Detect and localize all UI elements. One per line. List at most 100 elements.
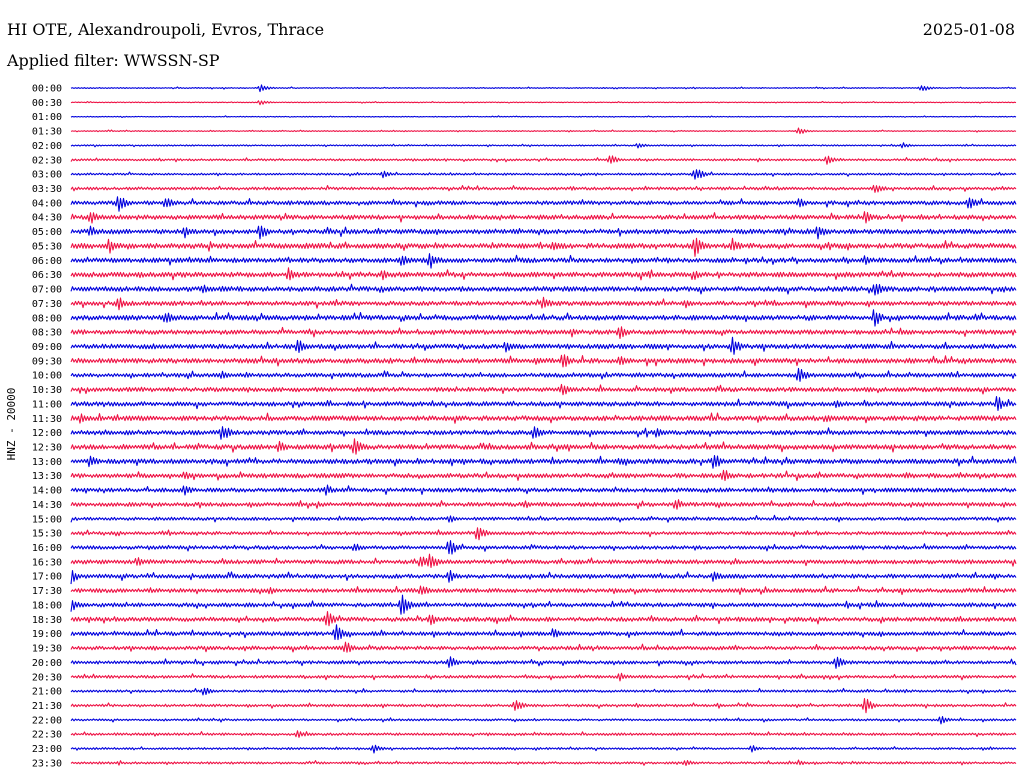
seismic-trace xyxy=(70,383,1017,396)
seismic-trace xyxy=(70,484,1017,496)
row-time-label: 10:30 xyxy=(32,385,62,396)
row-time-label: 22:00 xyxy=(32,715,62,726)
seismic-trace xyxy=(70,267,1017,281)
row-time-label: 03:30 xyxy=(32,184,62,195)
seismic-trace xyxy=(70,744,1017,754)
seismic-trace xyxy=(70,225,1017,240)
row-time-label: 18:30 xyxy=(32,615,62,626)
seismic-trace xyxy=(70,155,1017,165)
seismic-trace xyxy=(70,211,1017,224)
seismic-trace xyxy=(70,611,1017,627)
row-time-label: 20:00 xyxy=(32,658,62,669)
seismic-trace xyxy=(70,454,1017,469)
row-time-label: 07:30 xyxy=(32,299,62,310)
seismic-trace xyxy=(70,759,1017,766)
row-time-label: 13:30 xyxy=(32,471,62,482)
row-time-label: 06:00 xyxy=(32,256,62,267)
row-time-label: 09:00 xyxy=(32,342,62,353)
seismic-trace xyxy=(70,396,1017,411)
row-time-label: 16:30 xyxy=(32,557,62,568)
seismic-trace xyxy=(70,127,1017,135)
seismic-trace xyxy=(70,237,1017,257)
row-time-label: 21:30 xyxy=(32,701,62,712)
seismic-trace xyxy=(70,697,1017,714)
row-time-label: 02:00 xyxy=(32,141,62,152)
row-time-label: 10:00 xyxy=(32,371,62,382)
row-time-label: 15:30 xyxy=(32,529,62,540)
date-label: 2025-01-08 xyxy=(922,20,1015,39)
row-time-label: 13:00 xyxy=(32,457,62,468)
row-time-label: 18:00 xyxy=(32,600,62,611)
seismic-trace xyxy=(70,540,1017,555)
seismic-trace xyxy=(70,309,1017,327)
row-time-label: 15:00 xyxy=(32,514,62,525)
row-time-label: 12:30 xyxy=(32,443,62,454)
seismic-trace xyxy=(70,196,1017,212)
seismic-trace xyxy=(70,184,1017,193)
row-time-label: 14:30 xyxy=(32,500,62,511)
row-time-label: 17:00 xyxy=(32,572,62,583)
y-axis-label: HNZ - 20000 xyxy=(5,388,18,461)
seismic-trace xyxy=(70,527,1017,541)
seismic-trace xyxy=(70,687,1017,696)
seismic-trace xyxy=(70,426,1017,440)
seismic-trace xyxy=(70,469,1017,482)
seismic-trace xyxy=(70,514,1017,523)
seismic-trace xyxy=(70,169,1017,180)
station-title: HI OTE, Alexandroupoli, Evros, Thrace xyxy=(7,20,325,39)
row-time-label: 07:00 xyxy=(32,285,62,296)
seismic-trace xyxy=(70,438,1017,455)
row-time-label: 01:30 xyxy=(32,127,62,138)
row-time-label: 06:30 xyxy=(32,270,62,281)
row-time-label: 19:00 xyxy=(32,629,62,640)
seismic-trace xyxy=(70,367,1017,382)
row-time-label: 16:00 xyxy=(32,543,62,554)
row-time-label: 00:00 xyxy=(32,84,62,95)
row-time-label: 03:00 xyxy=(32,170,62,181)
seismic-trace xyxy=(70,570,1017,585)
row-time-label: 05:30 xyxy=(32,241,62,252)
row-time-label: 22:30 xyxy=(32,730,62,741)
row-time-label: 11:00 xyxy=(32,399,62,410)
row-time-label: 02:30 xyxy=(32,155,62,166)
seismic-trace xyxy=(70,283,1017,296)
seismic-trace xyxy=(70,115,1017,119)
row-time-label: 08:00 xyxy=(32,313,62,324)
row-time-label: 21:00 xyxy=(32,687,62,698)
row-time-label: 00:30 xyxy=(32,98,62,109)
row-time-label: 19:30 xyxy=(32,644,62,655)
row-time-label: 14:00 xyxy=(32,486,62,497)
row-time-label: 01:00 xyxy=(32,112,62,123)
row-time-label: 09:30 xyxy=(32,356,62,367)
row-time-label: 04:30 xyxy=(32,213,62,224)
row-time-label: 20:30 xyxy=(32,672,62,683)
seismic-trace xyxy=(70,672,1017,682)
seismic-trace xyxy=(70,730,1017,738)
seismic-trace xyxy=(70,253,1017,269)
row-time-label: 23:00 xyxy=(32,744,62,755)
seismic-trace xyxy=(70,553,1017,568)
trace-rows: 00:00 00:30 01:00 01:30 02:00 02:30 03:00 03:30… xyxy=(32,84,1017,769)
filter-label: Applied filter: WWSSN-SP xyxy=(7,51,220,70)
row-time-label: 05:00 xyxy=(32,227,62,238)
seismic-trace xyxy=(70,412,1017,424)
seismic-trace xyxy=(70,326,1017,339)
seismic-trace xyxy=(70,336,1017,355)
seismic-trace xyxy=(70,624,1017,641)
seismic-trace xyxy=(70,499,1017,510)
row-time-label: 17:30 xyxy=(32,586,62,597)
seismic-trace xyxy=(70,100,1017,106)
seismic-trace xyxy=(70,656,1017,669)
row-time-label: 11:30 xyxy=(32,414,62,425)
seismic-trace xyxy=(70,594,1017,615)
seismic-trace xyxy=(70,296,1017,311)
row-time-label: 08:30 xyxy=(32,328,62,339)
row-time-label: 04:00 xyxy=(32,198,62,209)
seismic-trace xyxy=(70,585,1017,596)
row-time-label: 12:00 xyxy=(32,428,62,439)
seismic-trace xyxy=(70,641,1017,653)
seismic-trace xyxy=(70,354,1017,368)
row-time-label: 23:30 xyxy=(32,758,62,769)
seismic-trace xyxy=(70,716,1017,725)
seismic-trace xyxy=(70,142,1017,149)
